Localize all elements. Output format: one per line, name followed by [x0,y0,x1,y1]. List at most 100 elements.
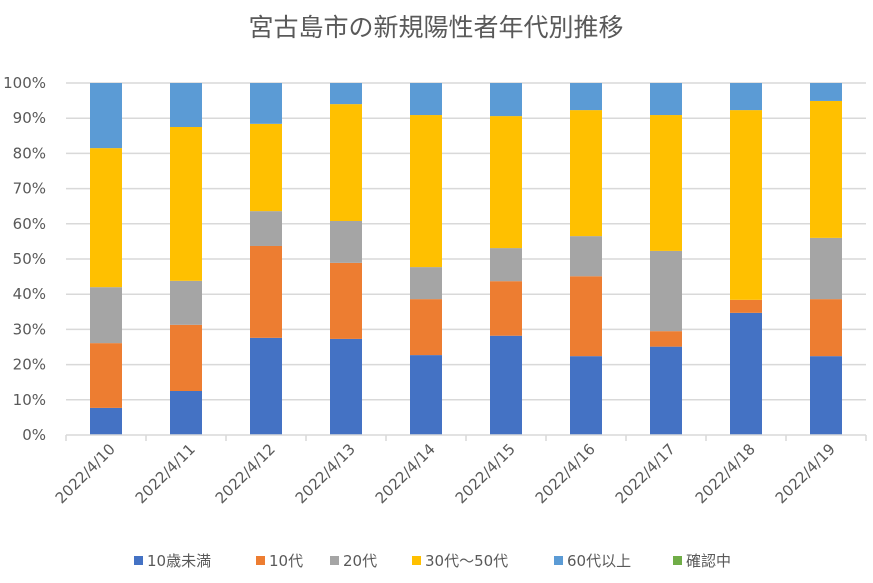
bar-segment [410,115,442,268]
legend-label: 20代 [343,552,377,570]
bar-stack [170,83,202,435]
legend-swatch [412,556,421,565]
x-axis [65,434,867,441]
y-tick-label: 100% [3,74,46,92]
bar-segment [90,407,122,435]
bar-segment [90,343,122,408]
bar-segment [650,346,682,435]
bar-segment [170,324,202,391]
bar-segment [90,83,122,149]
bar-segment [250,337,282,435]
bar-segment [250,211,282,246]
y-tick-label: 50% [13,250,46,268]
x-tick-label: 2022/4/10 [52,440,119,507]
bar-segment [170,127,202,281]
y-tick-label: 40% [13,285,46,303]
bar-segment [730,299,762,313]
x-tick-label: 2022/4/18 [692,440,759,507]
y-axis-ticks: 0% 10% 20% 30% 40% 50% 60% 70% 80% 90% 100% [3,74,46,444]
bar-segment [810,356,842,435]
legend-label: 10歳未満 [147,552,211,570]
bar-segment [330,104,362,221]
legend-swatch [330,556,339,565]
bar-segment [330,338,362,435]
bar-stack [730,83,762,435]
bar-segment [650,331,682,347]
legend: 10歳未満 10代 20代 30代～50代 60代以上 確認中 [134,552,731,570]
bar-segment [410,299,442,356]
bar-segment [330,83,362,105]
bar-segment [650,250,682,332]
bar-stack [330,83,362,435]
x-tick-label: 2022/4/11 [132,440,199,507]
legend-swatch [134,556,143,565]
legend-item: 60代以上 [554,552,631,570]
bar-stack [650,83,682,435]
legend-label: 30代～50代 [425,552,508,570]
bar-segment [410,267,442,300]
legend-item: 10歳未満 [134,552,211,570]
bar-stack [410,83,442,435]
x-tick-label: 2022/4/19 [772,440,839,507]
y-tick-label: 80% [13,144,46,162]
legend-item: 確認中 [673,552,731,570]
x-tick-label: 2022/4/17 [612,440,679,507]
legend-label: 60代以上 [567,552,631,570]
bar-segment [170,83,202,127]
bar-segment [810,237,842,300]
bar-segment [810,100,842,238]
x-tick-label: 2022/4/16 [532,440,599,507]
legend-swatch [673,556,682,565]
bar-stack [90,83,122,435]
legend-item: 20代 [330,552,377,570]
bar-segment [170,391,202,435]
y-tick-label: 20% [13,356,46,374]
x-axis-ticks: 2022/4/10 2022/4/11 2022/4/12 2022/4/13 2022… [52,440,839,507]
bar-segment [570,276,602,357]
x-tick-label: 2022/4/14 [372,440,439,507]
y-tick-label: 0% [22,426,46,444]
bar-stack [250,83,282,435]
bar-segment [730,83,762,111]
bar-segment [650,83,682,116]
bar-segment [490,248,522,282]
bar-segment [490,335,522,435]
bar-segment [490,116,522,249]
y-tick-label: 30% [13,320,46,338]
legend-item: 30代～50代 [412,552,508,570]
bar-segment [410,355,442,435]
legend-swatch [554,556,563,565]
y-tick-label: 10% [13,391,46,409]
bar-segment [730,110,762,300]
bar-segment [410,83,442,116]
bar-segment [650,115,682,251]
bar-segment [570,236,602,277]
bar-segment [330,262,362,339]
bar-stack [570,83,602,435]
bar-segment [810,299,842,357]
bar-stack [490,83,522,435]
bar-segment [570,83,602,111]
bar-segment [90,287,122,344]
bar-segment [330,220,362,263]
bars [90,83,842,435]
bar-segment [570,356,602,435]
x-tick-label: 2022/4/12 [212,440,279,507]
y-tick-label: 60% [13,215,46,233]
chart-title: 宮古島市の新規陽性者年代別推移 [248,13,623,42]
legend-label: 確認中 [686,552,731,570]
bar-segment [170,280,202,325]
bar-segment [250,123,282,212]
bar-segment [490,281,522,336]
x-tick-label: 2022/4/15 [452,440,519,507]
legend-label: 10代 [269,552,303,570]
bar-segment [810,83,842,101]
legend-swatch [256,556,265,565]
x-tick-label: 2022/4/13 [292,440,359,507]
bar-segment [250,83,282,124]
legend-item: 10代 [256,552,303,570]
bar-segment [90,148,122,288]
bar-segment [730,312,762,435]
bar-segment [490,83,522,117]
